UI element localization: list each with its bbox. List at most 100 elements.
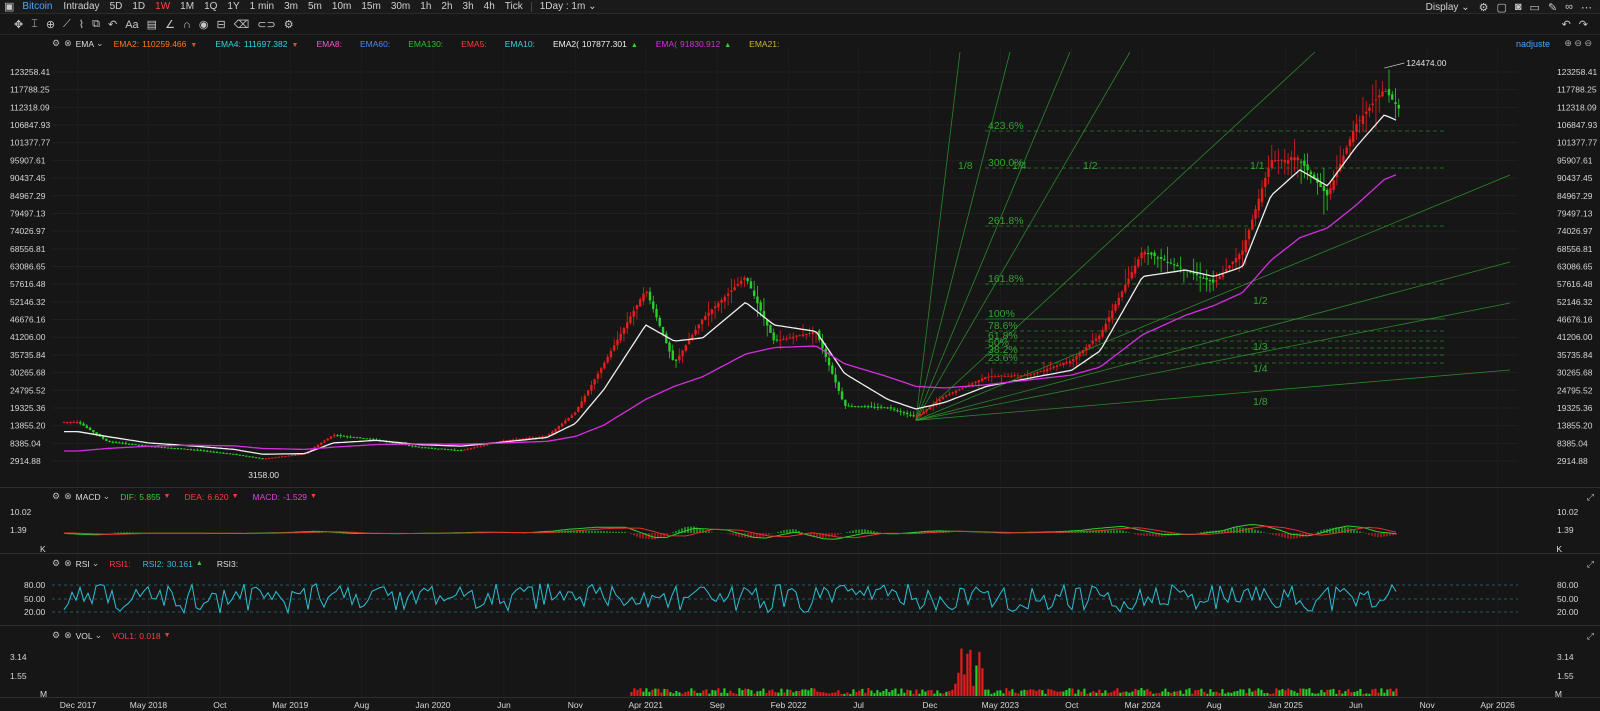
user-label: nadjuste	[1515, 39, 1550, 49]
candle-body	[466, 448, 469, 450]
chevron-down-icon[interactable]: ⌄	[94, 630, 103, 640]
candle-body	[870, 406, 873, 408]
timeframe-intraday[interactable]: Intraday	[63, 1, 100, 12]
ruler-icon[interactable]: ∠	[165, 19, 175, 31]
lock-icon[interactable]: ⊟	[216, 19, 226, 31]
timeframe-5m[interactable]: 5m	[308, 1, 322, 12]
ema-indicator-name[interactable]: EMA	[75, 38, 95, 49]
trash-icon[interactable]: ⌫	[233, 19, 250, 31]
symbol-name[interactable]: Bitcoin	[22, 1, 53, 12]
gear-icon[interactable]: ⚙	[52, 558, 61, 568]
rsi3-label: RSI3:	[216, 558, 239, 569]
candle-body	[525, 438, 528, 440]
candle-body	[118, 442, 121, 444]
vol-indicator-name[interactable]: VOL	[75, 630, 93, 641]
timeframe-30m[interactable]: 30m	[390, 1, 411, 12]
candle-body	[1381, 91, 1384, 97]
macd-macd-value: -1.529	[282, 491, 308, 502]
text-icon[interactable]: Aa	[125, 18, 139, 31]
expand-icon[interactable]: ⤢	[1586, 559, 1594, 569]
timeframe-15m[interactable]: 15m	[361, 1, 381, 12]
undo-icon[interactable]: ↶	[1561, 19, 1571, 31]
link-icon[interactable]: ⊂⊃	[257, 19, 276, 31]
comment-icon[interactable]: ▤	[146, 19, 158, 31]
vol-bar	[789, 689, 792, 696]
gear-icon[interactable]: ⚙	[52, 38, 61, 48]
timeframe-2h[interactable]: 2h	[441, 1, 453, 12]
brush-icon[interactable]: ⌇	[78, 19, 85, 31]
timeframe-1m[interactable]: 1M	[180, 1, 195, 12]
timeframe-3h[interactable]: 3h	[462, 1, 474, 12]
layout-icon[interactable]: ▢	[1496, 1, 1507, 14]
eye-icon[interactable]: ◉	[198, 19, 209, 31]
gann-label: 1/1	[1250, 160, 1265, 172]
candle-body	[417, 446, 421, 448]
timeframe-1d[interactable]: 1D	[132, 1, 146, 12]
settings-icon[interactable]: ⚙	[283, 19, 294, 31]
candle-body	[79, 422, 82, 424]
chevron-down-icon[interactable]: ⌄	[91, 558, 100, 568]
vol-bar	[1206, 693, 1209, 696]
timeframe-4h[interactable]: 4h	[483, 1, 495, 12]
expand-icon[interactable]: ⤢	[1586, 492, 1594, 502]
vol-bar	[1191, 693, 1194, 696]
link-icon[interactable]: ∞	[1565, 1, 1573, 13]
crosshair-icon[interactable]: ⊕	[45, 19, 56, 31]
camera-icon[interactable]: ◙	[1514, 1, 1522, 13]
timeframe-1-min[interactable]: 1 min	[249, 1, 275, 12]
timeframe-1h[interactable]: 1h	[420, 1, 432, 12]
vol-bar	[1377, 692, 1380, 696]
chevron-down-icon[interactable]: ⌄	[96, 38, 104, 48]
timeframe-tick[interactable]: Tick	[504, 1, 523, 12]
timeframe-1y[interactable]: 1Y	[227, 1, 240, 12]
gear-icon[interactable]: ⚙	[52, 630, 61, 640]
gann-label: 1/4	[1253, 363, 1268, 375]
candle-body	[202, 450, 206, 452]
cursor-icon[interactable]: ⌶	[31, 18, 38, 30]
zoom-in-icon[interactable]: ⊕	[1564, 38, 1572, 48]
fib-level-label: 161.8%	[988, 273, 1024, 285]
timeframe-5d[interactable]: 5D	[109, 1, 123, 12]
shapes-icon[interactable]: ⧉	[92, 18, 100, 30]
vol-unit-left: M	[40, 689, 48, 699]
redo-icon[interactable]: ↷	[1578, 19, 1588, 31]
magnet-icon[interactable]: ∩	[182, 18, 191, 31]
close-icon[interactable]: ⊗	[64, 491, 72, 501]
move-icon[interactable]: ✥	[14, 19, 24, 31]
pencil-icon[interactable]: ✎	[1547, 1, 1558, 14]
sidebar-toggle-icon[interactable]: ▣	[4, 1, 15, 13]
timeframe-1q[interactable]: 1Q	[204, 1, 218, 12]
timeframe-10m[interactable]: 10m	[331, 1, 352, 12]
more-icon[interactable]: ⋯	[1581, 1, 1592, 14]
trendline-icon[interactable]: ⟋	[63, 18, 71, 30]
gear-icon[interactable]: ⚙	[52, 491, 61, 501]
undo-arrow-icon[interactable]: ↶	[107, 19, 118, 31]
x-tick-label: Mar 2019	[272, 700, 308, 710]
gear-icon[interactable]: ⚙	[1478, 1, 1489, 14]
candle-body	[652, 301, 655, 309]
ema-item: EMA130:	[408, 39, 443, 49]
vol-bar	[1392, 691, 1395, 696]
rsi-indicator-name[interactable]: RSI	[75, 558, 90, 569]
ema-item-arrow: ▲	[724, 41, 732, 49]
candle-body	[661, 326, 665, 335]
interval-select[interactable]: 1Day : 1m ⌄	[535, 1, 602, 12]
timeframe-3m[interactable]: 3m	[284, 1, 298, 12]
expand-icon[interactable]: ⤢	[1586, 631, 1594, 641]
close-icon[interactable]: ⊗	[64, 558, 72, 568]
timeframe-1w[interactable]: 1W	[155, 1, 171, 12]
vol-bar	[795, 691, 798, 696]
candle-body	[609, 351, 613, 358]
vol-bar	[1326, 689, 1329, 696]
zoom-out-icon[interactable]: ⊖	[1574, 38, 1582, 48]
chevron-down-icon[interactable]: ⌄	[102, 491, 111, 501]
close-icon[interactable]: ⊗	[64, 630, 72, 640]
macd-indicator-name[interactable]: MACD	[75, 491, 101, 502]
close-icon[interactable]: ⊗	[64, 38, 72, 48]
rsi-line	[63, 582, 1397, 615]
close-icon[interactable]: ⊖	[1584, 38, 1592, 48]
display-button[interactable]: Display ⌄	[1425, 1, 1470, 13]
vol-bar	[813, 688, 816, 696]
window-icon[interactable]: ▭	[1529, 1, 1540, 14]
